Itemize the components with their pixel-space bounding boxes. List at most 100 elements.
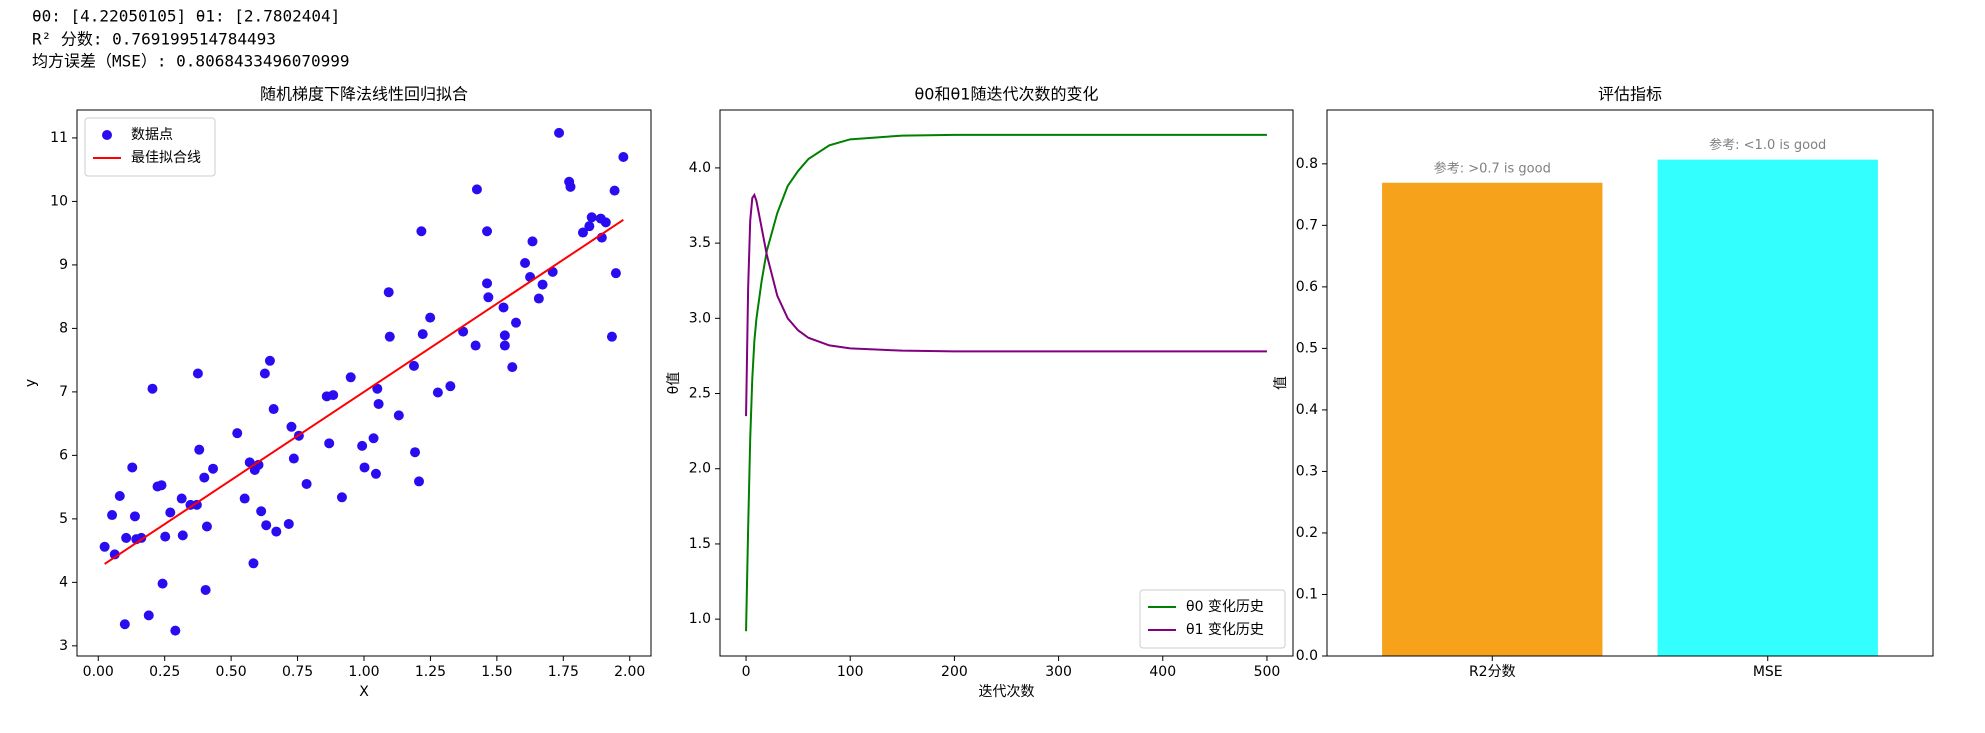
x-tick-label: 0.25 <box>149 664 180 680</box>
data-point <box>301 478 312 489</box>
data-point <box>498 302 509 313</box>
x-tick-label: 0 <box>742 664 751 680</box>
data-point <box>533 293 544 304</box>
data-point <box>359 462 370 473</box>
y-tick-label: 0.1 <box>1296 586 1318 602</box>
y-axis-label: y <box>23 379 39 387</box>
y-axis-label: θ值 <box>666 372 682 395</box>
data-point <box>192 368 203 379</box>
x-tick-label: 2.00 <box>614 664 645 680</box>
legend-label: 最佳拟合线 <box>131 150 201 166</box>
data-point <box>527 236 538 247</box>
chart-title: 评估指标 <box>1598 85 1662 104</box>
axes-frame <box>1326 109 1934 657</box>
y-tick-label: 11 <box>50 130 68 146</box>
y-tick-label: 4 <box>59 574 68 590</box>
data-point <box>176 493 187 504</box>
x-tick-label: 0.50 <box>216 664 247 680</box>
data-point <box>194 444 205 455</box>
data-point <box>368 433 379 444</box>
output-line: R² 分数: 0.769199514784493 <box>32 30 276 49</box>
data-point <box>336 492 347 503</box>
bar <box>1382 182 1603 656</box>
data-point <box>191 499 202 510</box>
axes-frame <box>76 109 652 657</box>
data-point <box>609 185 620 196</box>
legend-box <box>1139 589 1286 649</box>
x-tick-label: R2分数 <box>1469 664 1516 680</box>
data-point <box>286 421 297 432</box>
data-point <box>618 151 629 162</box>
legend-label: 数据点 <box>131 127 173 143</box>
data-point <box>201 521 212 532</box>
data-point <box>324 438 335 449</box>
series-line <box>745 192 1267 417</box>
data-point <box>482 278 493 289</box>
data-point <box>121 532 132 543</box>
chart-title: 随机梯度下降法线性回归拟合 <box>260 85 468 104</box>
y-tick-label: 0.6 <box>1296 279 1318 295</box>
x-tick-label: 0.75 <box>282 664 313 680</box>
data-point <box>470 340 481 351</box>
data-point <box>147 383 158 394</box>
x-tick-label: 1.75 <box>548 664 579 680</box>
annotation: 参考: <1.0 is good <box>1709 137 1826 153</box>
data-point <box>357 440 368 451</box>
data-point <box>160 531 171 542</box>
y-tick-label: 3.5 <box>689 235 711 251</box>
data-point <box>610 268 621 279</box>
x-tick-label: 300 <box>1045 664 1072 680</box>
x-tick-label: 1.25 <box>415 664 446 680</box>
y-tick-label: 0.2 <box>1296 525 1318 541</box>
data-point <box>511 317 522 328</box>
y-tick-label: 2.5 <box>689 386 711 402</box>
data-point <box>170 625 181 636</box>
fit-line <box>104 219 624 565</box>
data-point <box>600 217 611 228</box>
data-point <box>107 510 118 521</box>
data-point <box>471 184 482 195</box>
data-point <box>537 279 548 290</box>
y-axis-label: 值 <box>1273 376 1289 390</box>
x-tick-label: MSE <box>1753 664 1783 680</box>
output-line: θ0: [4.22050105] θ1: [2.7802404] <box>32 7 340 26</box>
x-tick-label: 200 <box>941 664 968 680</box>
y-tick-label: 0.4 <box>1296 402 1318 418</box>
y-tick-label: 8 <box>59 320 68 336</box>
legend-label: θ0 变化历史 <box>1186 599 1264 615</box>
y-tick-label: 0.3 <box>1296 463 1318 479</box>
y-tick-label: 6 <box>59 447 68 463</box>
output-line: 均方误差（MSE）: 0.8068433496070999 <box>32 52 350 71</box>
data-point <box>268 404 279 415</box>
data-point <box>200 584 211 595</box>
y-tick-label: 10 <box>50 193 68 209</box>
x-tick-label: 100 <box>837 664 864 680</box>
data-point <box>259 368 270 379</box>
data-point <box>239 493 250 504</box>
bar <box>1657 159 1878 656</box>
x-tick-label: 0.00 <box>83 664 114 680</box>
y-tick-label: 0.8 <box>1296 156 1318 172</box>
data-point <box>499 330 510 341</box>
data-point <box>408 360 419 371</box>
series-line <box>745 133 1267 632</box>
y-tick-label: 7 <box>59 384 68 400</box>
y-tick-label: 3.0 <box>689 310 711 326</box>
data-point <box>156 480 167 491</box>
data-point <box>248 558 259 569</box>
data-point <box>606 331 617 342</box>
data-point <box>129 511 140 522</box>
data-point <box>416 226 427 237</box>
data-point <box>499 340 510 351</box>
y-tick-label: 3 <box>59 638 68 654</box>
y-tick-label: 0.7 <box>1296 217 1318 233</box>
data-point <box>345 372 356 383</box>
data-point <box>584 221 595 232</box>
data-point <box>417 329 428 340</box>
data-point <box>143 610 154 621</box>
x-axis-label: 迭代次数 <box>979 684 1035 700</box>
y-tick-label: 2.0 <box>689 461 711 477</box>
data-point <box>373 398 384 409</box>
y-tick-label: 1.5 <box>689 536 711 552</box>
